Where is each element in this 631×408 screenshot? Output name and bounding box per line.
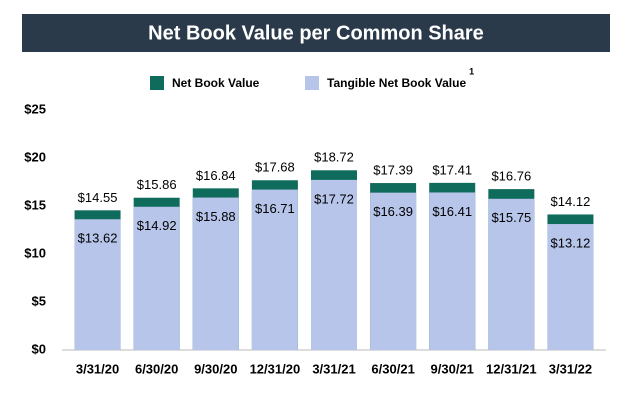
- y-tick-label: $5: [32, 293, 46, 308]
- value-label: $16.41: [432, 204, 472, 219]
- bar: [74, 219, 121, 350]
- bar: [488, 198, 535, 350]
- value-label: $13.62: [78, 231, 118, 246]
- legend-footnote: 1: [469, 66, 474, 76]
- y-tick-label: $0: [32, 341, 46, 356]
- x-tick-label: 3/31/20: [76, 361, 119, 376]
- bar: [192, 197, 239, 350]
- value-label: $16.76: [491, 169, 531, 184]
- value-label: $14.92: [137, 218, 177, 233]
- value-label: $17.39: [373, 162, 413, 177]
- value-label: $14.55: [78, 190, 118, 205]
- x-tick-label: 9/30/20: [194, 361, 237, 376]
- y-tick-label: $25: [24, 101, 46, 116]
- x-tick-label: 6/30/20: [135, 361, 178, 376]
- value-label: $15.88: [196, 209, 236, 224]
- y-tick-label: $15: [24, 197, 46, 212]
- value-label: $17.68: [255, 160, 295, 175]
- legend-swatch: [150, 76, 164, 90]
- bar: [429, 192, 476, 350]
- value-label: $16.71: [255, 201, 295, 216]
- bar: [133, 206, 180, 350]
- x-tick-label: 9/30/21: [431, 361, 474, 376]
- value-label: $15.75: [491, 210, 531, 225]
- bar: [370, 192, 417, 350]
- x-tick-label: 6/30/21: [371, 361, 414, 376]
- bar: [547, 224, 594, 350]
- x-tick-label: 3/31/21: [312, 361, 355, 376]
- value-label: $13.12: [551, 235, 591, 250]
- value-label: $16.39: [373, 204, 413, 219]
- value-label: $17.72: [314, 191, 354, 206]
- legend-label: Tangible Net Book Value: [327, 76, 466, 90]
- legend-swatch: [305, 76, 319, 90]
- y-tick-label: $20: [24, 149, 46, 164]
- value-label: $14.12: [551, 194, 591, 209]
- value-label: $18.72: [314, 150, 354, 165]
- y-tick-label: $10: [24, 245, 46, 260]
- bar: [311, 179, 357, 350]
- title-banner: [22, 14, 610, 52]
- value-label: $15.86: [137, 177, 177, 192]
- bar: [251, 189, 298, 350]
- value-label: $17.41: [432, 162, 472, 177]
- chart-title: Net Book Value per Common Share: [148, 22, 484, 44]
- value-label: $16.84: [196, 168, 236, 183]
- legend-label: Net Book Value: [172, 76, 260, 90]
- x-tick-label: 12/31/21: [486, 361, 537, 376]
- x-tick-label: 3/31/22: [549, 361, 592, 376]
- x-tick-label: 12/31/20: [250, 361, 301, 376]
